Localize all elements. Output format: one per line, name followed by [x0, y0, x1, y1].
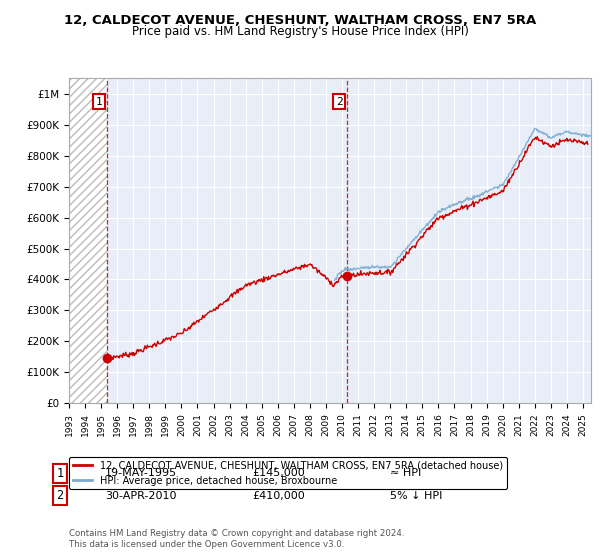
- Text: 5% ↓ HPI: 5% ↓ HPI: [390, 491, 442, 501]
- Text: 1: 1: [96, 97, 103, 106]
- Legend: 12, CALDECOT AVENUE, CHESHUNT, WALTHAM CROSS, EN7 5RA (detached house), HPI: Ave: 12, CALDECOT AVENUE, CHESHUNT, WALTHAM C…: [69, 457, 507, 489]
- Text: 1: 1: [56, 466, 64, 480]
- Text: 2: 2: [336, 97, 343, 106]
- Text: Contains HM Land Registry data © Crown copyright and database right 2024.
This d: Contains HM Land Registry data © Crown c…: [69, 529, 404, 549]
- Text: ≈ HPI: ≈ HPI: [390, 468, 421, 478]
- Text: 2: 2: [56, 489, 64, 502]
- Text: 19-MAY-1995: 19-MAY-1995: [105, 468, 177, 478]
- Text: £410,000: £410,000: [252, 491, 305, 501]
- Text: 12, CALDECOT AVENUE, CHESHUNT, WALTHAM CROSS, EN7 5RA: 12, CALDECOT AVENUE, CHESHUNT, WALTHAM C…: [64, 14, 536, 27]
- Text: £145,000: £145,000: [252, 468, 305, 478]
- Text: 30-APR-2010: 30-APR-2010: [105, 491, 176, 501]
- Text: Price paid vs. HM Land Registry's House Price Index (HPI): Price paid vs. HM Land Registry's House …: [131, 25, 469, 38]
- Bar: [69, 78, 107, 403]
